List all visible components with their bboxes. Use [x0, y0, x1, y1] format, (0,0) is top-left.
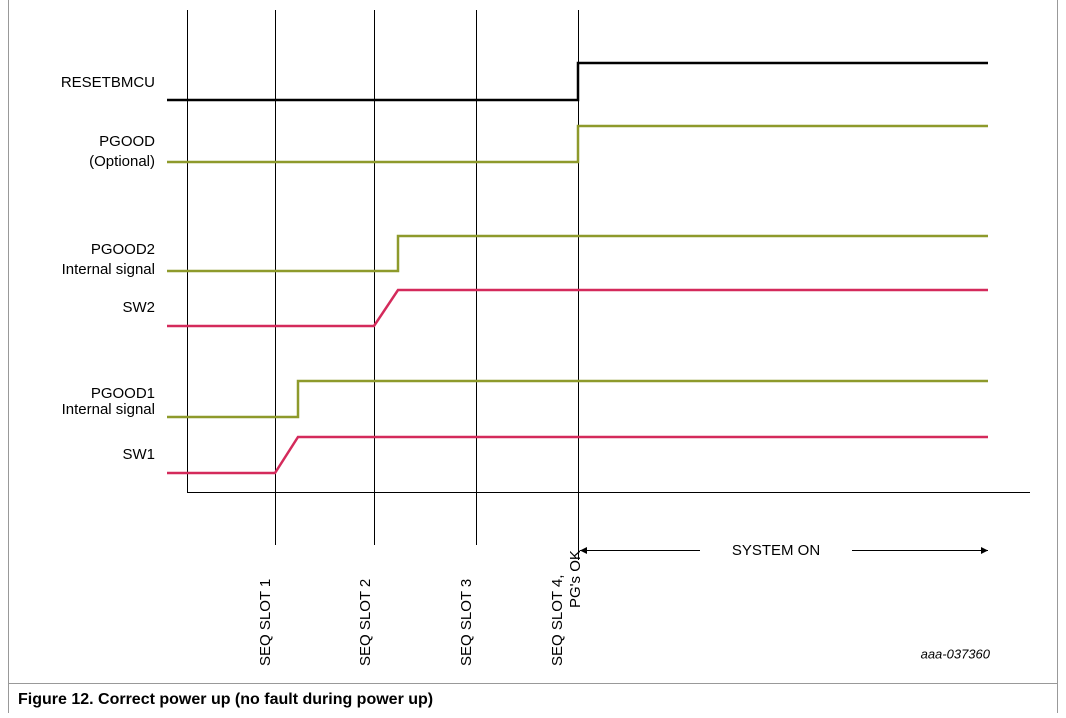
slot-label: SEQ SLOT 4,	[549, 575, 566, 666]
signal-label: PGOOD2	[91, 241, 155, 258]
signal-label: SW1	[122, 446, 155, 463]
pgood-trace	[167, 124, 988, 164]
signal-label: Internal signal	[62, 401, 155, 418]
slot-label: SEQ SLOT 3	[458, 579, 475, 666]
signal-label: PGOOD1	[91, 385, 155, 402]
sw2-trace	[167, 288, 988, 328]
signal-label: (Optional)	[89, 153, 155, 170]
slot-label: SEQ SLOT 1	[257, 579, 274, 666]
signal-label: SW2	[122, 299, 155, 316]
resetbmcu-trace	[167, 61, 988, 102]
caption: Figure 12. Correct power up (no fault du…	[18, 691, 433, 708]
pgood2-trace	[167, 234, 988, 273]
frame	[8, 0, 1058, 716]
sw1-trace	[167, 435, 988, 475]
pgood1-trace	[167, 379, 988, 419]
slot-label: SEQ SLOT 2	[357, 579, 374, 666]
slot-label: PG's OK	[567, 550, 584, 608]
system-on-label: SYSTEM ON	[732, 542, 820, 559]
signal-label: Internal signal	[62, 261, 155, 278]
signal-label: RESETBMCU	[61, 74, 155, 91]
figure-id: aaa-037360	[921, 646, 991, 661]
signal-label: PGOOD	[99, 133, 155, 150]
